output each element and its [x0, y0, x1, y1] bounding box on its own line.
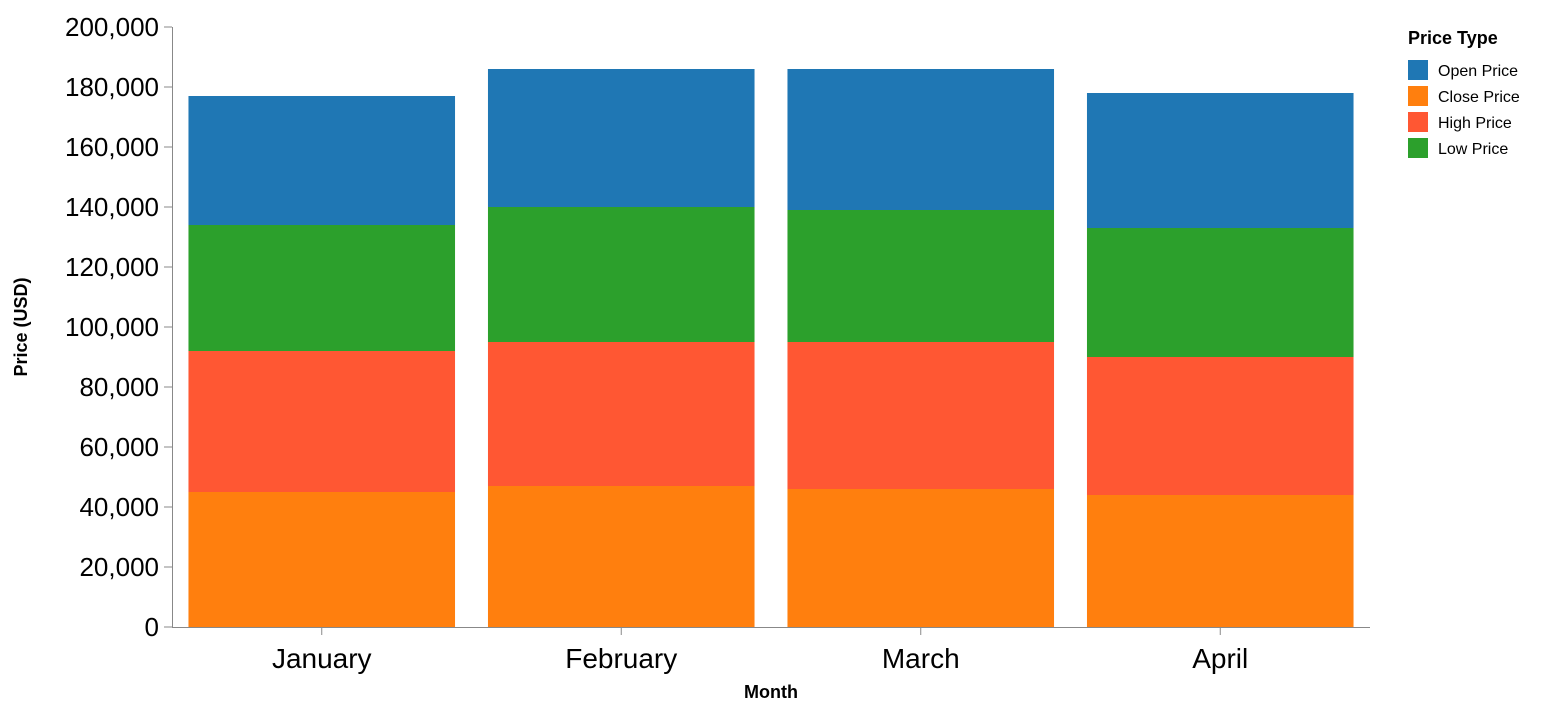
legend-swatch-high-price [1408, 112, 1428, 132]
bar-march-close-price [787, 489, 1055, 627]
bar-january-low-price [188, 225, 456, 351]
legend-swatch-close-price [1408, 86, 1428, 106]
bar-april-high-price [1086, 357, 1354, 495]
bar-april-low-price [1086, 228, 1354, 357]
bar-january-open-price [188, 96, 456, 225]
x-tick-label-april: April [1192, 643, 1248, 674]
bar-january-high-price [188, 351, 456, 492]
y-tick-label: 160,000 [65, 132, 159, 162]
y-tick-label: 100,000 [65, 312, 159, 342]
bar-february-low-price [487, 207, 755, 342]
legend: Price Type Open Price Close Price High Pri… [1408, 28, 1520, 158]
y-tick-label: 200,000 [65, 12, 159, 42]
legend-label-open-price: Open Price [1438, 63, 1518, 80]
y-tick-label: 120,000 [65, 252, 159, 282]
x-tick-label-march: March [882, 643, 960, 674]
y-tick-label: 0 [145, 612, 159, 642]
bar-april-close-price [1086, 495, 1354, 627]
y-tick-label: 140,000 [65, 192, 159, 222]
bar-march-open-price [787, 69, 1055, 210]
x-tick-label-january: January [272, 643, 372, 674]
y-tick-label: 60,000 [79, 432, 159, 462]
y-tick-label: 20,000 [79, 552, 159, 582]
bar-april-open-price [1086, 93, 1354, 228]
bars-layer [188, 69, 1354, 627]
legend-label-high-price: High Price [1438, 115, 1512, 132]
x-tick-label-february: February [565, 643, 677, 674]
y-axis: 0 20,000 40,000 60,000 80,000 100,000 120,000 1… [65, 12, 173, 642]
legend-swatch-low-price [1408, 138, 1428, 158]
bar-february-close-price [487, 486, 755, 627]
legend-title: Price Type [1408, 28, 1498, 48]
y-tick-label: 180,000 [65, 72, 159, 102]
bar-january-close-price [188, 492, 456, 627]
bar-february-high-price [487, 342, 755, 486]
bar-february-open-price [487, 69, 755, 207]
bar-march-high-price [787, 342, 1055, 489]
y-axis-title: Price (USD) [11, 277, 31, 376]
x-axis: January February March April [172, 627, 1370, 674]
y-tick-label: 40,000 [79, 492, 159, 522]
y-tick-label: 80,000 [79, 372, 159, 402]
bar-march-low-price [787, 210, 1055, 342]
legend-label-close-price: Close Price [1438, 89, 1520, 106]
x-axis-title: Month [744, 682, 798, 702]
legend-label-low-price: Low Price [1438, 141, 1508, 158]
legend-swatch-open-price [1408, 60, 1428, 80]
